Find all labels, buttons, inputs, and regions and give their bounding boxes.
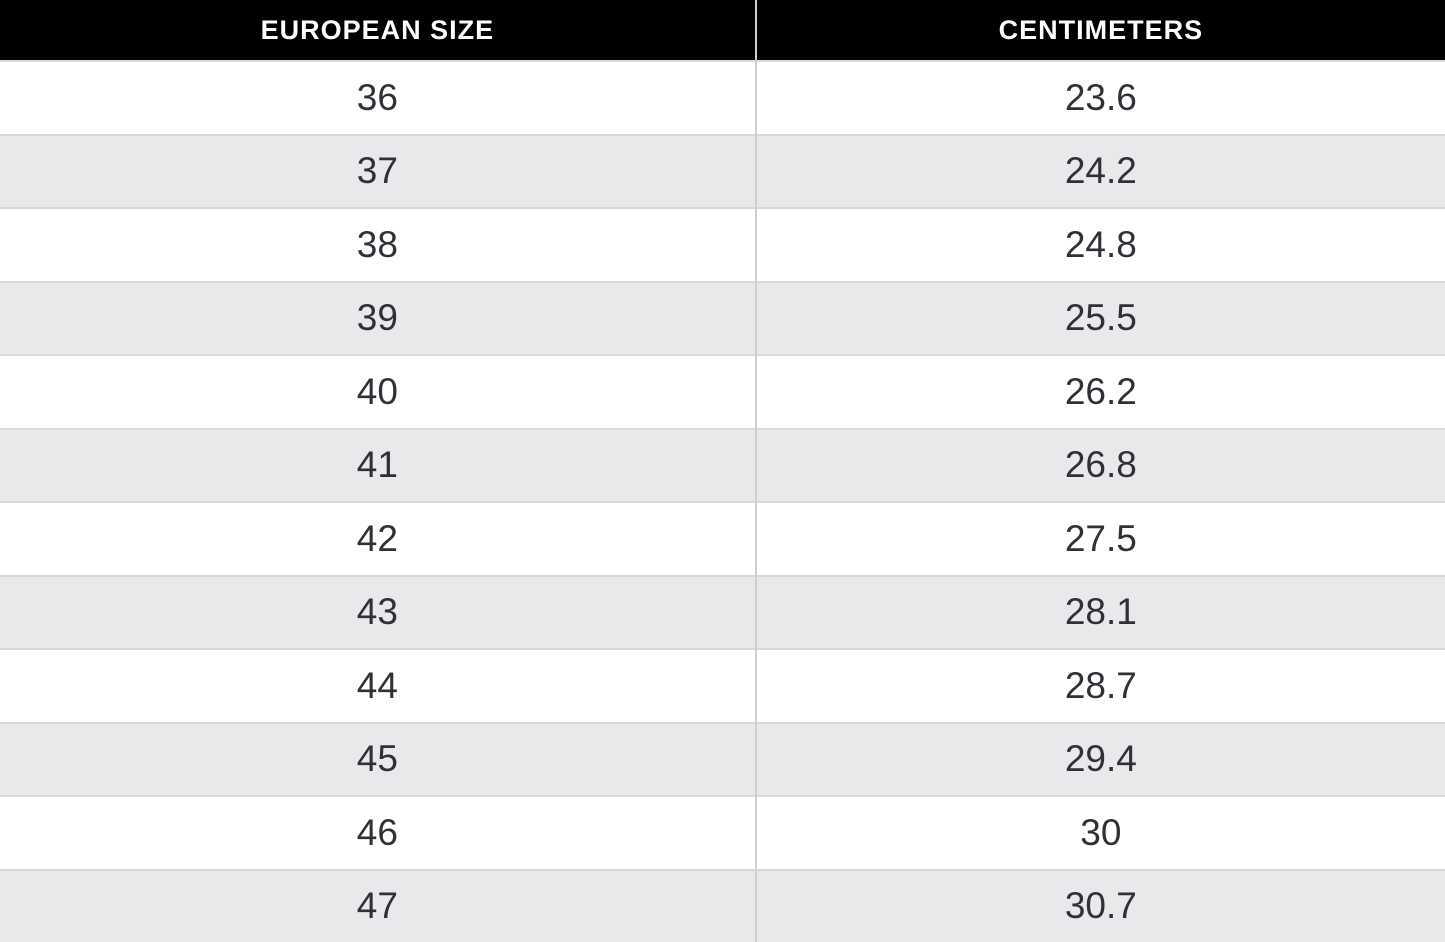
- european-size-cell: 39: [0, 282, 756, 356]
- european-size-cell: 45: [0, 723, 756, 797]
- centimeters-cell: 28.7: [756, 649, 1445, 723]
- european-size-cell: 36: [0, 61, 756, 135]
- european-size-cell: 37: [0, 135, 756, 209]
- centimeters-cell: 24.2: [756, 135, 1445, 209]
- centimeters-cell: 30.7: [756, 870, 1445, 942]
- centimeters-cell: 23.6: [756, 61, 1445, 135]
- centimeters-cell: 29.4: [756, 723, 1445, 797]
- centimeters-cell: 26.2: [756, 355, 1445, 429]
- centimeters-cell: 24.8: [756, 208, 1445, 282]
- centimeters-cell: 30: [756, 796, 1445, 870]
- centimeters-cell: 28.1: [756, 576, 1445, 650]
- european-size-cell: 42: [0, 502, 756, 576]
- european-size-cell: 44: [0, 649, 756, 723]
- centimeters-cell: 25.5: [756, 282, 1445, 356]
- header-row: EUROPEAN SIZE CENTIMETERS: [0, 0, 1445, 61]
- centimeters-cell: 26.8: [756, 429, 1445, 503]
- european-size-cell: 40: [0, 355, 756, 429]
- european-size-cell: 47: [0, 870, 756, 942]
- european-size-cell: 38: [0, 208, 756, 282]
- centimeters-cell: 27.5: [756, 502, 1445, 576]
- european-size-cell: 41: [0, 429, 756, 503]
- european-size-cell: 43: [0, 576, 756, 650]
- column-header-european-size: EUROPEAN SIZE: [0, 0, 756, 61]
- column-header-centimeters: CENTIMETERS: [756, 0, 1445, 61]
- european-size-cell: 46: [0, 796, 756, 870]
- table-header: EUROPEAN SIZE CENTIMETERS: [0, 0, 1445, 61]
